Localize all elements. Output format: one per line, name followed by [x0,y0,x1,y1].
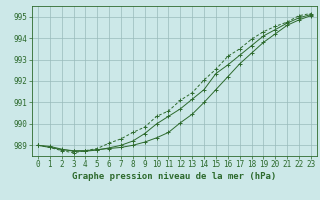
X-axis label: Graphe pression niveau de la mer (hPa): Graphe pression niveau de la mer (hPa) [72,172,276,181]
